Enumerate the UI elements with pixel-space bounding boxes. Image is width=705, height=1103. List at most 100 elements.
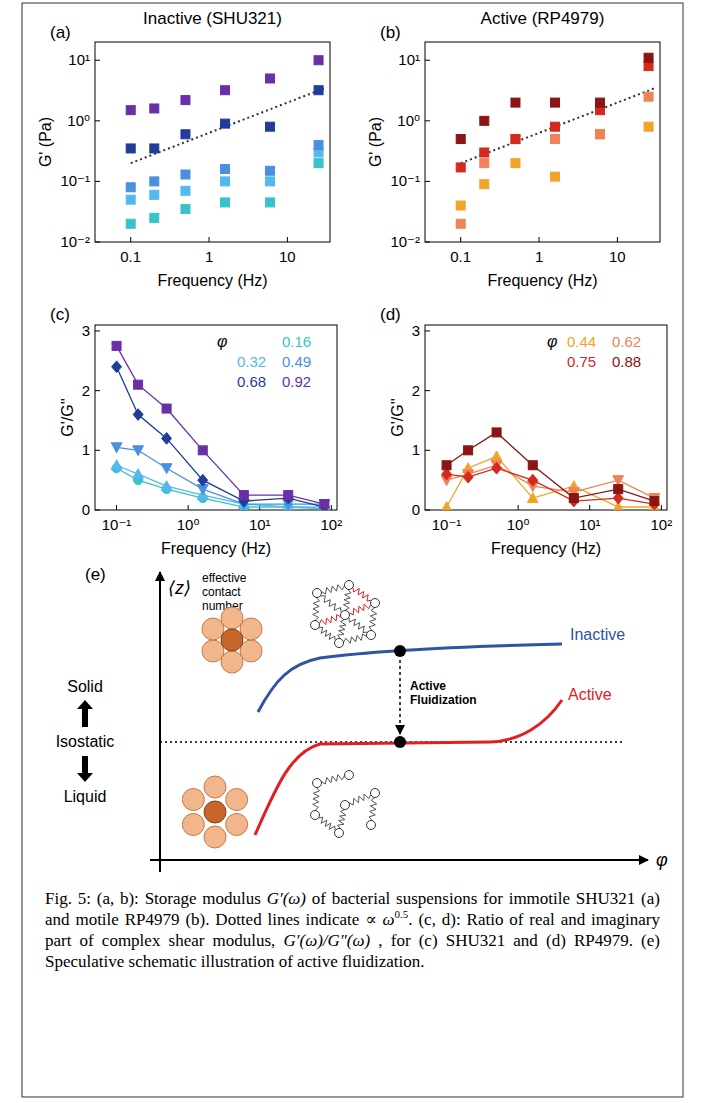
x-tick-label: 10⁰ — [507, 516, 530, 533]
y-tick — [425, 510, 430, 511]
network-node — [367, 631, 376, 640]
legend-entry: 0.68 — [237, 373, 266, 390]
network-node — [313, 779, 322, 788]
y-tick — [425, 450, 430, 451]
data-point — [492, 462, 502, 474]
data-point — [133, 446, 144, 456]
x-tick — [589, 505, 590, 510]
panel-letter: (b) — [380, 23, 401, 42]
x-axis-title: Frequency (Hz) — [161, 540, 271, 557]
data-point — [551, 135, 560, 144]
level-label: Liquid — [64, 788, 107, 805]
data-point — [650, 497, 659, 506]
tracer-particle — [221, 629, 243, 651]
x-axis-title: Frequency (Hz) — [157, 272, 267, 289]
y-tick — [425, 181, 430, 182]
x-tick-label: 1 — [205, 248, 213, 265]
x-axis-title: Frequency (Hz) — [491, 540, 601, 557]
data-point — [511, 159, 520, 168]
y-tick — [95, 510, 100, 511]
data-point — [596, 130, 605, 139]
data-point — [126, 219, 135, 228]
legend-entry: 0.16 — [282, 333, 311, 350]
x-tick-label: 10¹ — [249, 516, 271, 533]
data-point — [266, 74, 275, 83]
data-point — [221, 198, 230, 207]
x-axis — [150, 859, 648, 861]
data-point — [126, 106, 135, 115]
data-point — [456, 135, 465, 144]
network-node — [345, 581, 354, 590]
x-axis-symbol: φ — [656, 850, 668, 870]
data-point — [181, 170, 190, 179]
legend-entry: 0.49 — [282, 353, 311, 370]
data-point — [126, 144, 135, 153]
network-node — [341, 611, 350, 620]
x-tick-label: 1 — [535, 248, 543, 265]
x-tick — [287, 237, 288, 242]
network-node — [335, 829, 344, 838]
caption-run: Fig. 5: (a, b): Storage modulus — [45, 889, 267, 908]
diagram: (e)φ⟨z⟩effectivecontactnumberSolidIsosta… — [56, 565, 668, 872]
data-point — [614, 485, 623, 494]
y-tick — [425, 330, 430, 331]
data-point — [126, 183, 135, 192]
y-tick-label: 10⁻² — [390, 233, 420, 250]
x-tick — [130, 237, 131, 242]
data-point — [551, 98, 560, 107]
data-point — [551, 172, 560, 181]
plot-frame — [425, 325, 667, 510]
plot-data — [456, 53, 655, 228]
data-point — [239, 491, 248, 500]
series-line — [447, 456, 655, 507]
data-point — [162, 433, 172, 445]
data-point — [527, 493, 538, 503]
data-point — [126, 195, 135, 204]
x-tick — [331, 505, 332, 510]
data-point — [644, 92, 653, 101]
data-point — [644, 53, 653, 62]
x-tick-label: 10¹ — [579, 516, 601, 533]
legend-entry: 0.32 — [237, 353, 266, 370]
data-point — [161, 481, 172, 491]
x-tick — [460, 237, 461, 242]
x-tick-label: 10⁻¹ — [102, 516, 132, 533]
data-point — [266, 177, 275, 186]
particle — [240, 640, 262, 662]
particle — [204, 826, 226, 848]
series-line — [447, 468, 655, 504]
label-line: Active — [410, 679, 446, 693]
curve-label: Inactive — [570, 626, 625, 643]
x-tick — [518, 505, 519, 510]
data-point — [528, 461, 537, 470]
y-tick — [95, 450, 100, 451]
legend-entry: 0.88 — [612, 353, 641, 370]
label-line: effective — [202, 571, 247, 585]
level-arrow — [77, 700, 93, 727]
data-point — [150, 213, 159, 222]
data-point — [181, 130, 190, 139]
x-tick — [539, 237, 540, 242]
state-dot — [394, 736, 406, 748]
plot-frame — [425, 42, 660, 242]
plot-data — [441, 428, 660, 510]
network-node — [313, 589, 322, 598]
data-point — [644, 62, 653, 71]
y-tick-label: 0 — [412, 501, 420, 518]
legend-entry: 0.44 — [567, 333, 596, 350]
caption-run: 0.5 — [395, 908, 409, 920]
x-tick — [209, 237, 210, 242]
y-tick — [95, 120, 100, 121]
transition-arrow — [399, 660, 401, 734]
y-tick-label: 1 — [412, 441, 420, 458]
data-point — [181, 96, 190, 105]
plot-frame — [95, 325, 337, 510]
y-tick-label: 10¹ — [68, 51, 90, 68]
x-tick — [188, 505, 189, 510]
data-point — [480, 148, 489, 157]
data-point — [314, 140, 323, 149]
y-tick-label: 10⁻² — [60, 233, 90, 250]
data-point — [221, 177, 230, 186]
y-tick-label: 0 — [82, 501, 90, 518]
state-dot — [394, 645, 406, 657]
